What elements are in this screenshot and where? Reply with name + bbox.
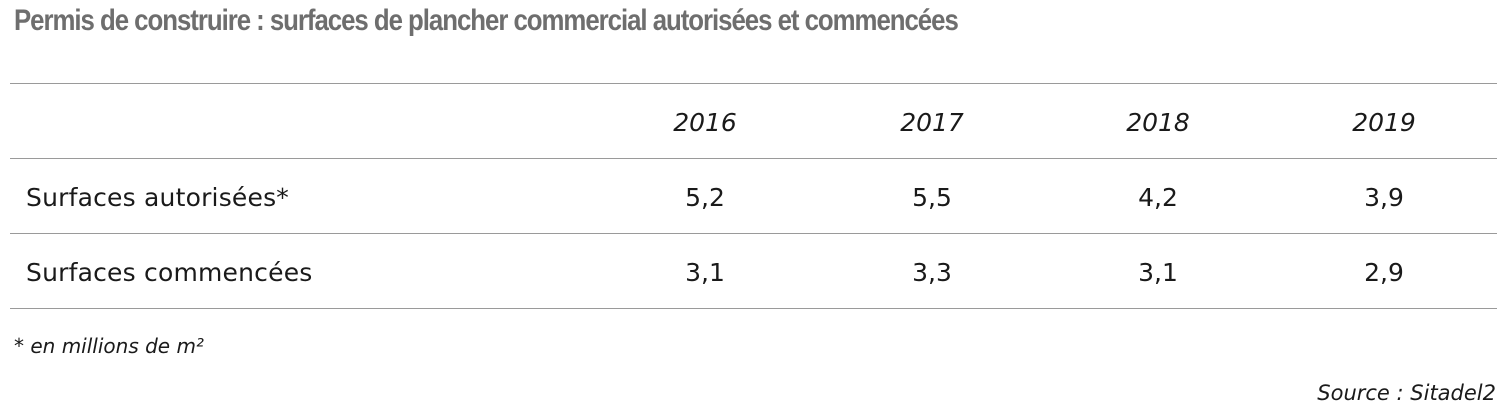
table-cell: 3,1 — [1138, 258, 1178, 287]
row-label-surfaces-commencees: Surfaces commencées — [26, 258, 313, 287]
column-header-2016: 2016 — [673, 108, 737, 137]
header-divider — [10, 158, 1497, 159]
table-bottom-rule — [10, 308, 1497, 309]
table-cell: 3,9 — [1364, 183, 1404, 212]
page-title: Permis de construire : surfaces de planc… — [14, 4, 959, 37]
table-cell: 5,5 — [912, 183, 952, 212]
table-cell: 3,3 — [912, 258, 952, 287]
row-label-surfaces-autorisees: Surfaces autorisées* — [26, 183, 290, 212]
column-header-2018: 2018 — [1126, 108, 1190, 137]
table-cell: 2,9 — [1364, 258, 1404, 287]
table-cell: 4,2 — [1138, 183, 1178, 212]
table-top-rule — [10, 83, 1497, 84]
footnote: * en millions de m² — [14, 334, 204, 358]
source-note: Source : Sitadel2 — [1317, 381, 1496, 405]
column-header-2019: 2019 — [1352, 108, 1416, 137]
row-divider — [10, 233, 1497, 234]
column-header-2017: 2017 — [900, 108, 964, 137]
table-cell: 5,2 — [685, 183, 725, 212]
table-cell: 3,1 — [685, 258, 725, 287]
